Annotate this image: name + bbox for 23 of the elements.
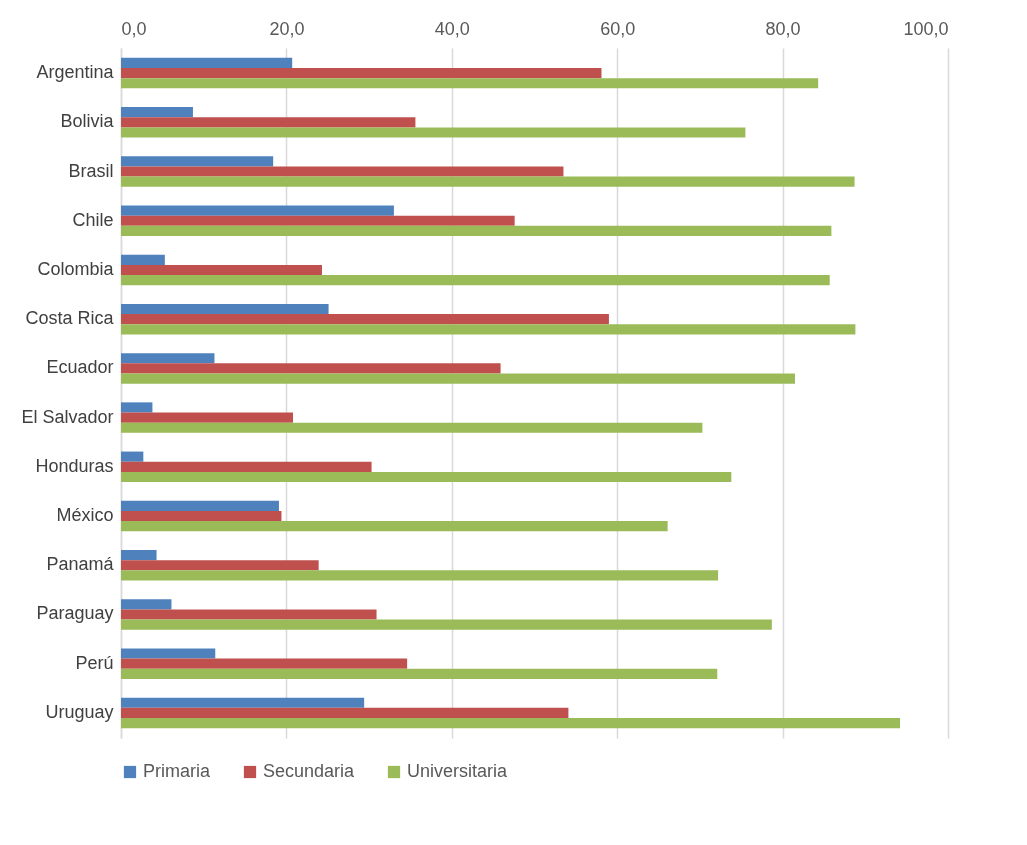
y-tick-label: Argentina: [36, 62, 115, 83]
y-tick-label: Perú: [75, 652, 114, 673]
y-tick-label: Ecuador: [46, 357, 114, 378]
x-tick-label: 80,0: [765, 18, 801, 39]
y-tick-label: Panamá: [46, 554, 115, 575]
y-tick-label: El Salvador: [21, 406, 114, 427]
y-tick-label: Colombia: [37, 258, 115, 279]
y-tick-label: Bolivia: [60, 111, 115, 132]
legend-label: Primaria: [143, 761, 211, 781]
y-tick-label: Chile: [72, 209, 114, 230]
legend-label: Secundaria: [263, 761, 356, 781]
x-tick-label: 100,0: [903, 18, 949, 39]
x-tick-label: 0,0: [121, 18, 147, 39]
y-tick-label: Costa Rica: [25, 308, 115, 329]
y-tick-label: Honduras: [35, 455, 114, 476]
y-tick-label: Brasil: [68, 160, 114, 181]
y-tick-label: Paraguay: [36, 603, 114, 624]
x-tick-label: 20,0: [269, 18, 305, 39]
x-tick-label: 60,0: [600, 18, 636, 39]
x-tick-label: 40,0: [434, 18, 470, 39]
y-tick-label: Uruguay: [45, 701, 114, 722]
y-tick-label: México: [56, 505, 114, 526]
legend-label: Universitaria: [407, 761, 509, 781]
